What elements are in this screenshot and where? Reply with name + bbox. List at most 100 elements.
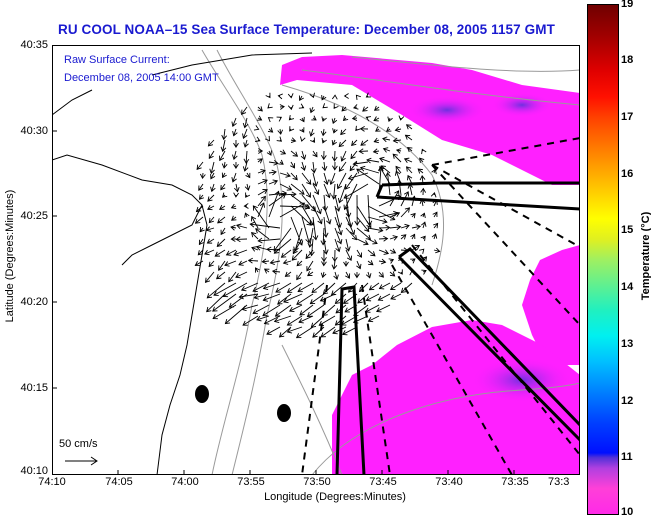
current-vector-head bbox=[307, 271, 313, 277]
current-vector-head bbox=[196, 164, 202, 171]
current-vector bbox=[242, 315, 259, 326]
current-vector bbox=[320, 293, 336, 302]
current-vector-head bbox=[355, 94, 362, 101]
current-vector bbox=[356, 205, 372, 228]
current-vector-head bbox=[335, 206, 341, 212]
current-vector-head bbox=[260, 169, 266, 175]
current-vector-head bbox=[403, 191, 410, 197]
current-vector-head bbox=[372, 239, 378, 245]
current-vector-head bbox=[306, 179, 312, 185]
y-tick-label: 40:10 bbox=[20, 465, 48, 477]
current-vector-head bbox=[396, 224, 402, 231]
current-vector-head bbox=[242, 133, 248, 139]
current-vector-head bbox=[379, 165, 385, 172]
current-vector-head bbox=[222, 292, 229, 298]
current-vector bbox=[311, 238, 314, 256]
current-vector bbox=[367, 227, 383, 232]
current-vector bbox=[340, 128, 347, 135]
current-vector-head bbox=[267, 127, 274, 133]
current-vector-head bbox=[221, 192, 228, 198]
current-vector bbox=[310, 106, 314, 113]
current-vector-head bbox=[334, 298, 341, 304]
current-vector-head bbox=[403, 157, 410, 163]
current-vector-head bbox=[233, 192, 239, 198]
current-vector bbox=[341, 106, 347, 112]
current-timestamp: December 08, 2005 14:00 GMT bbox=[64, 72, 219, 84]
colorbar-tick-label: 15 bbox=[621, 224, 634, 236]
current-vector bbox=[345, 205, 352, 228]
current-vector bbox=[367, 216, 388, 223]
current-vector bbox=[301, 183, 311, 198]
current-vector-head bbox=[322, 232, 329, 238]
x-tick-label: 73:45 bbox=[369, 476, 397, 488]
current-vector bbox=[212, 293, 237, 312]
current-vector-head bbox=[419, 175, 426, 181]
current-vector-head bbox=[405, 166, 412, 172]
current-vector-head bbox=[433, 222, 439, 229]
current-vector bbox=[301, 205, 314, 226]
colorbar-tick-label: 12 bbox=[621, 395, 634, 407]
current-vector-head bbox=[221, 172, 227, 179]
current-vector-head bbox=[299, 136, 306, 142]
current-vector bbox=[367, 249, 376, 257]
current-vector bbox=[310, 293, 325, 305]
current-vector bbox=[251, 216, 259, 229]
current-vector-head bbox=[385, 126, 392, 132]
current-vector bbox=[337, 172, 347, 189]
current-vector-head bbox=[274, 190, 280, 197]
current-vector bbox=[345, 194, 350, 218]
current-vector bbox=[373, 150, 380, 153]
current-vector bbox=[277, 293, 292, 305]
current-vector-head bbox=[346, 255, 353, 262]
current-vector bbox=[344, 183, 358, 210]
current-vector bbox=[299, 304, 314, 316]
current-vector bbox=[338, 183, 347, 203]
current-vector-head bbox=[312, 235, 319, 241]
current-vector-head bbox=[404, 207, 411, 213]
current-vector bbox=[301, 150, 306, 160]
current-vector-head bbox=[421, 269, 427, 275]
current-vector-head bbox=[380, 258, 387, 265]
current-vector-head bbox=[253, 294, 260, 300]
current-vector bbox=[289, 304, 303, 312]
current-vector-head bbox=[262, 311, 268, 317]
current-vector bbox=[251, 247, 259, 251]
current-vector-head bbox=[316, 208, 322, 215]
current-vector-head bbox=[219, 204, 225, 210]
current-vector bbox=[379, 282, 391, 289]
current-vector-head bbox=[257, 106, 263, 112]
current-vector-head bbox=[240, 285, 247, 292]
current-vector-head bbox=[392, 153, 398, 159]
current-vector-head bbox=[277, 93, 283, 100]
current-vector-head bbox=[419, 248, 425, 254]
temperature-colorbar bbox=[587, 4, 619, 515]
current-vector-head bbox=[311, 287, 317, 293]
current-vector-head bbox=[238, 293, 244, 300]
current-vector-head bbox=[385, 172, 391, 178]
current-vector bbox=[406, 124, 413, 130]
bathymetry-contours bbox=[201, 49, 581, 476]
current-vector bbox=[380, 165, 391, 174]
current-vector-head bbox=[415, 224, 422, 230]
current-vector-head bbox=[394, 190, 400, 196]
current-vector-head bbox=[272, 179, 279, 185]
current-vector bbox=[433, 233, 437, 240]
current-vector bbox=[367, 260, 374, 266]
current-vector-head bbox=[273, 248, 280, 254]
current-vector-head bbox=[321, 116, 327, 122]
current-vector bbox=[356, 238, 369, 245]
current-vector-head bbox=[321, 261, 327, 267]
current-vector bbox=[198, 183, 204, 191]
current-vector bbox=[393, 139, 402, 142]
current-vector-head bbox=[251, 231, 257, 238]
current-vector-head bbox=[213, 290, 219, 296]
current-vector bbox=[301, 194, 316, 212]
current-vector-head bbox=[290, 163, 296, 169]
current-vector bbox=[333, 260, 336, 270]
current-vector bbox=[244, 117, 248, 128]
current-vector bbox=[241, 304, 259, 310]
current-vector bbox=[390, 282, 402, 290]
current-vector-head bbox=[204, 277, 211, 283]
current-vector bbox=[333, 183, 336, 199]
current-vector-head bbox=[312, 181, 319, 187]
